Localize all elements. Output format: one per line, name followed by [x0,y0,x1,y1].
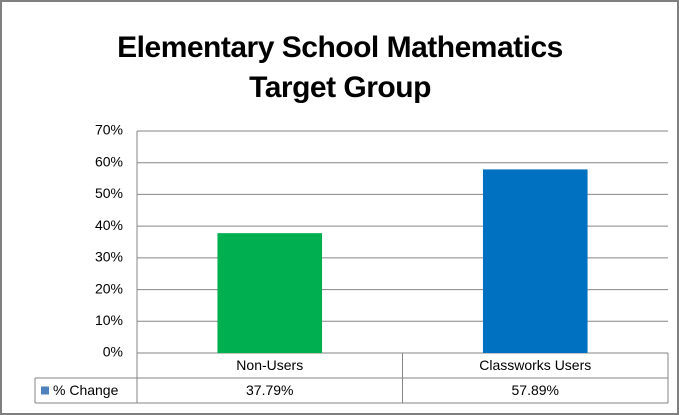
bar [482,169,588,353]
y-tick-label: 60% [95,153,123,169]
legend-swatch [41,386,49,395]
y-tick-label: 10% [95,312,123,328]
table-value: 37.79% [246,382,293,398]
bar [217,233,323,353]
y-tick-label: 50% [95,185,123,201]
y-tick-label: 40% [95,217,123,233]
chart-title: Elementary School Mathematics Target Gro… [117,31,563,104]
y-tick-label: 0% [103,344,123,360]
y-tick-label: 70% [95,122,123,138]
y-tick-label: 20% [95,280,123,296]
x-tick-label: Non-Users [236,357,303,373]
y-tick-label: 30% [95,249,123,265]
x-tick-label: Classworks Users [479,357,591,373]
table-value: 57.89% [512,382,559,398]
legend-label: % Change [53,382,119,398]
